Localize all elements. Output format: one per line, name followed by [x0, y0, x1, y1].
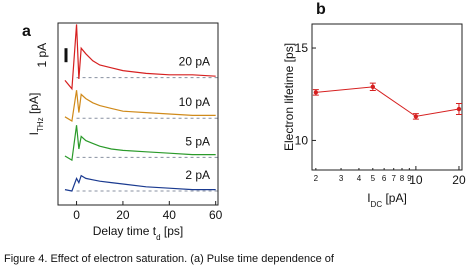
plot-frame [311, 23, 463, 171]
trace [64, 90, 216, 122]
label-part: I [367, 191, 370, 205]
y-tick-label: 10 [295, 133, 309, 147]
point [456, 106, 462, 112]
label-part: Delay time [93, 224, 153, 238]
label-part: DC [371, 200, 383, 209]
point [313, 90, 319, 95]
label-part: THz [36, 117, 45, 132]
point [370, 84, 375, 90]
series-label: 10 pA [179, 95, 210, 109]
panel-label: a [22, 23, 31, 40]
label-part: [pA] [27, 93, 41, 118]
trace [64, 125, 216, 162]
x-axis-label: Delay time td [ps] [93, 224, 184, 242]
x-tick-label: 9 [407, 174, 412, 183]
x-tick-label: 7 [391, 174, 396, 183]
label-part: t [153, 224, 157, 238]
series-label: 20 pA [179, 55, 210, 69]
x-tick-label: 60 [209, 208, 223, 222]
x-tick-label: 0 [73, 208, 80, 222]
label-part: [pA] [382, 191, 407, 205]
point [413, 114, 419, 119]
trace [64, 24, 216, 91]
scale-bar-label: 1 pA [35, 43, 49, 68]
label-part: I [27, 132, 41, 135]
x-tick-label: 5 [371, 174, 376, 183]
label-part: d [156, 233, 160, 242]
line [315, 86, 460, 117]
x-tick-label: 6 [382, 174, 387, 183]
x-tick-label: 10 [409, 173, 423, 187]
series-label: 2 pA [185, 168, 210, 182]
x-tick-label: 20 [116, 208, 130, 222]
panel-label: b [316, 1, 326, 18]
trace [64, 174, 216, 192]
series-label: 5 pA [185, 134, 210, 148]
x-tick-label: 2 [314, 174, 319, 183]
plot-frame [57, 22, 219, 206]
y-axis-label: ITHz [pA] [27, 93, 45, 136]
label-part: [ps] [161, 224, 184, 238]
x-tick-label: 20 [452, 173, 466, 187]
caption: Figure 4. Effect of electron saturation.… [4, 253, 335, 265]
x-tick-label: 3 [339, 174, 344, 183]
x-tick-label: 8 [400, 174, 405, 183]
x-tick-label: 4 [357, 174, 362, 183]
y-tick-label: 15 [295, 41, 309, 55]
y-axis-label: Electron lifetime [ps] [282, 43, 296, 151]
x-axis-label: IDC [pA] [367, 191, 407, 209]
x-tick-label: 40 [163, 208, 177, 222]
